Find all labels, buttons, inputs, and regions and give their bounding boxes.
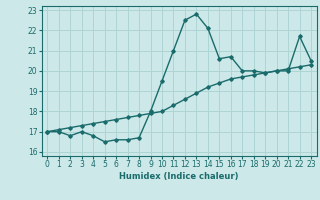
X-axis label: Humidex (Indice chaleur): Humidex (Indice chaleur)	[119, 172, 239, 181]
